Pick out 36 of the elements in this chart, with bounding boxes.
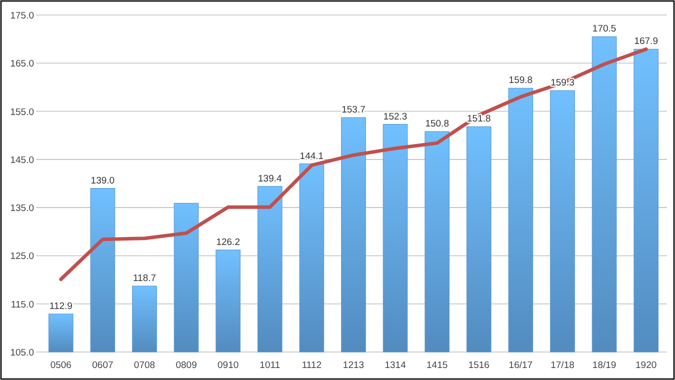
line-series [59, 47, 648, 282]
x-tick-label: 0607 [92, 360, 114, 371]
data-label: 126.2 [216, 236, 240, 248]
data-label: 118.7 [132, 273, 156, 284]
x-tick-label: 1112 [302, 360, 322, 371]
y-tick-label: 115.0 [10, 299, 34, 310]
data-label: 159.8 [508, 75, 533, 86]
data-label: 144.1 [300, 150, 324, 162]
data-label: 139.4 [258, 173, 282, 184]
data-label: 139.0 [90, 175, 115, 186]
x-tick-label: 0708 [134, 360, 156, 371]
x-tick-label: 0506 [50, 360, 72, 371]
x-tick-label: 0809 [176, 360, 197, 371]
x-tick-label: 16/17 [508, 360, 533, 371]
y-tick-label: 155.0 [10, 106, 34, 118]
y-tick-label: 125.0 [10, 251, 34, 262]
y-tick-label: 175.0 [10, 10, 34, 22]
data-label: 152.3 [383, 111, 408, 122]
x-tick-label: 1920 [636, 360, 657, 371]
x-tick-label: 0910 [218, 360, 239, 371]
data-label: 167.9 [634, 36, 658, 48]
x-tick-label: 1011 [260, 360, 280, 371]
data-label: 150.8 [425, 118, 449, 130]
x-tick-label: 1516 [468, 360, 490, 371]
data-label: 112.9 [49, 300, 72, 312]
data-label: 170.5 [592, 24, 616, 35]
x-tick-label: 1415 [426, 360, 448, 371]
x-tick-label: 18/19 [592, 360, 616, 371]
y-tick-label: 165.0 [10, 58, 34, 70]
data-label: 153.7 [342, 104, 366, 116]
x-tick-label: 17/18 [550, 360, 574, 371]
x-tick-label: 1314 [384, 360, 406, 371]
y-tick-label: 135.0 [10, 203, 34, 214]
y-tick-label: 145.0 [10, 154, 34, 166]
x-tick-label: 1213 [342, 360, 364, 371]
y-tick-label: 105.0 [10, 348, 34, 358]
